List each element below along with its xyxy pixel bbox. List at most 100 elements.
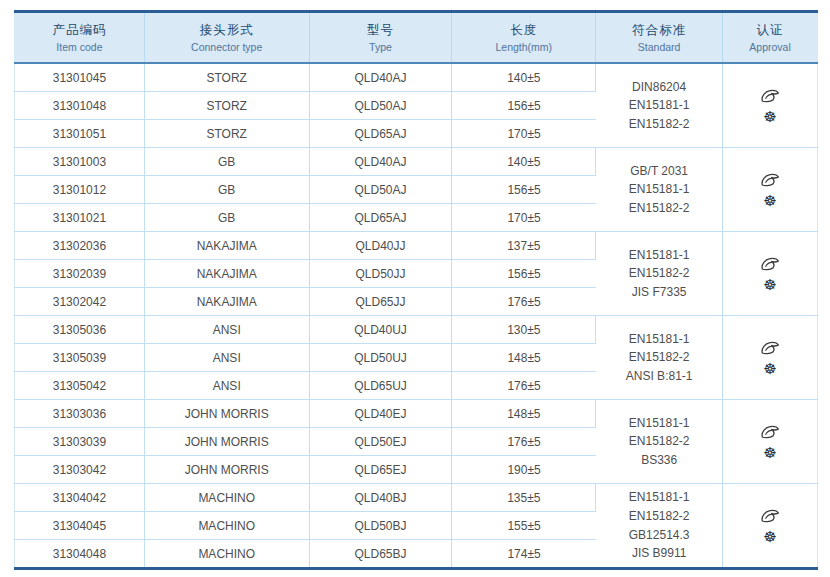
approval-icon-stack: ☸ <box>727 340 813 376</box>
type-cell: QLD65AJ <box>309 204 452 232</box>
length-cell: 156±5 <box>452 92 596 120</box>
table-row: 31304042MACHINOQLD40BJ135±5EN15181-1EN15… <box>15 484 818 512</box>
column-header-en: Type <box>314 41 448 53</box>
column-header-zh: 符合标准 <box>600 22 718 39</box>
connector-type-cell: GB <box>144 176 309 204</box>
standard-line: JIS F7335 <box>600 283 718 302</box>
length-cell: 156±5 <box>452 176 596 204</box>
connector-type-cell: JOHN MORRIS <box>144 428 309 456</box>
table-row: 31301045STORZQLD40AJ140±5DIN86204EN15181… <box>15 63 818 92</box>
standards-cell: DIN86204EN15181-1EN15182-2 <box>596 63 723 148</box>
standard-line: EN15182-2 <box>600 115 718 134</box>
column-header-zh: 产品编码 <box>19 22 140 39</box>
item-code-cell: 31302036 <box>15 232 145 260</box>
standards-cell: EN15181-1EN15182-2JIS F7335 <box>596 232 723 316</box>
standard-line: EN15181-1 <box>600 96 718 115</box>
column-header-en: Approval <box>727 41 813 53</box>
item-code-cell: 31301012 <box>15 176 145 204</box>
column-header-type: 型号 Type <box>309 12 452 64</box>
column-header-connector-type: 接头形式Connector type <box>144 12 309 64</box>
type-cell: QLD65UJ <box>309 372 452 400</box>
item-code-cell: 31301021 <box>15 204 145 232</box>
item-code-cell: 31302039 <box>15 260 145 288</box>
standards-cell: EN15181-1EN15182-2ANSI B:81-1 <box>596 316 723 400</box>
connector-type-cell: NAKAJIMA <box>144 232 309 260</box>
item-code-cell: 31301051 <box>15 120 145 148</box>
length-cell: 140±5 <box>452 148 596 176</box>
wheelmark-icon: ☸ <box>763 361 776 376</box>
item-code-cell: 31301045 <box>15 63 145 92</box>
certification-logo-icon <box>760 508 780 524</box>
connector-type-cell: STORZ <box>144 63 309 92</box>
item-code-cell: 31301048 <box>15 92 145 120</box>
type-cell: QLD50AJ <box>309 176 452 204</box>
approval-icon-stack: ☸ <box>727 172 813 208</box>
connector-type-cell: MACHINO <box>144 540 309 569</box>
table-body: 31301045STORZQLD40AJ140±5DIN86204EN15181… <box>15 63 818 569</box>
type-cell: QLD40JJ <box>309 232 452 260</box>
column-header-en: Standard <box>600 41 718 53</box>
connector-type-cell: STORZ <box>144 92 309 120</box>
connector-type-cell: STORZ <box>144 120 309 148</box>
approval-cell: ☸ <box>723 484 818 569</box>
length-cell: 155±5 <box>452 512 596 540</box>
wheelmark-icon: ☸ <box>763 109 776 124</box>
type-cell: QLD65EJ <box>309 456 452 484</box>
column-header-zh: 长度 <box>456 22 591 39</box>
standard-line: EN15182-2 <box>600 432 718 451</box>
standards-cell: EN15181-1EN15182-2GB12514.3JIS B9911 <box>596 484 723 569</box>
product-spec-table: 产品编码 Item code 接头形式Connector type 型号 Type 长度L… <box>14 10 818 570</box>
standard-line: EN15182-2 <box>600 264 718 283</box>
standard-line: EN15181-1 <box>600 246 718 265</box>
type-cell: QLD65JJ <box>309 288 452 316</box>
approval-icon-stack: ☸ <box>727 88 813 124</box>
column-header-item-code: 产品编码 Item code <box>15 12 145 64</box>
table-row: 31302036NAKAJIMAQLD40JJ137±5EN15181-1EN1… <box>15 232 818 260</box>
type-cell: QLD40AJ <box>309 148 452 176</box>
standard-line: GB12514.3 <box>600 526 718 545</box>
connector-type-cell: GB <box>144 204 309 232</box>
wheelmark-icon: ☸ <box>763 445 776 460</box>
standards-cell: GB/T 2031EN15181-1EN15182-2 <box>596 148 723 232</box>
length-cell: 137±5 <box>452 232 596 260</box>
table-row: 31301003GBQLD40AJ140±5GB/T 2031EN15181-1… <box>15 148 818 176</box>
type-cell: QLD40UJ <box>309 316 452 344</box>
column-header-en: Item code <box>19 41 140 53</box>
header-row: 产品编码 Item code 接头形式Connector type 型号 Type 长度L… <box>15 12 818 64</box>
connector-type-cell: JOHN MORRIS <box>144 456 309 484</box>
column-header-zh: 型号 <box>314 22 448 39</box>
length-cell: 170±5 <box>452 204 596 232</box>
length-cell: 148±5 <box>452 400 596 428</box>
approval-cell: ☸ <box>723 63 818 148</box>
type-cell: QLD40AJ <box>309 63 452 92</box>
length-cell: 156±5 <box>452 260 596 288</box>
item-code-cell: 31303042 <box>15 456 145 484</box>
standard-line: EN15181-1 <box>600 414 718 433</box>
catalog-table-page: 产品编码 Item code 接头形式Connector type 型号 Type 长度L… <box>14 10 818 570</box>
type-cell: QLD65BJ <box>309 540 452 569</box>
connector-type-cell: ANSI <box>144 344 309 372</box>
type-cell: QLD40EJ <box>309 400 452 428</box>
connector-type-cell: ANSI <box>144 316 309 344</box>
column-header-length-mm: 长度Length(mm) <box>452 12 596 64</box>
item-code-cell: 31305042 <box>15 372 145 400</box>
type-cell: QLD50JJ <box>309 260 452 288</box>
length-cell: 176±5 <box>452 372 596 400</box>
item-code-cell: 31304045 <box>15 512 145 540</box>
approval-icon-stack: ☸ <box>727 256 813 292</box>
standard-line: DIN86204 <box>600 78 718 97</box>
item-code-cell: 31305036 <box>15 316 145 344</box>
table-row: 31303036JOHN MORRISQLD40EJ148±5EN15181-1… <box>15 400 818 428</box>
length-cell: 170±5 <box>452 120 596 148</box>
length-cell: 140±5 <box>452 63 596 92</box>
type-cell: QLD40BJ <box>309 484 452 512</box>
connector-type-cell: MACHINO <box>144 512 309 540</box>
approval-cell: ☸ <box>723 400 818 484</box>
length-cell: 176±5 <box>452 288 596 316</box>
approval-icon-stack: ☸ <box>727 508 813 544</box>
length-cell: 130±5 <box>452 316 596 344</box>
certification-logo-icon <box>760 256 780 272</box>
item-code-cell: 31304048 <box>15 540 145 569</box>
length-cell: 176±5 <box>452 428 596 456</box>
approval-icon-stack: ☸ <box>727 424 813 460</box>
